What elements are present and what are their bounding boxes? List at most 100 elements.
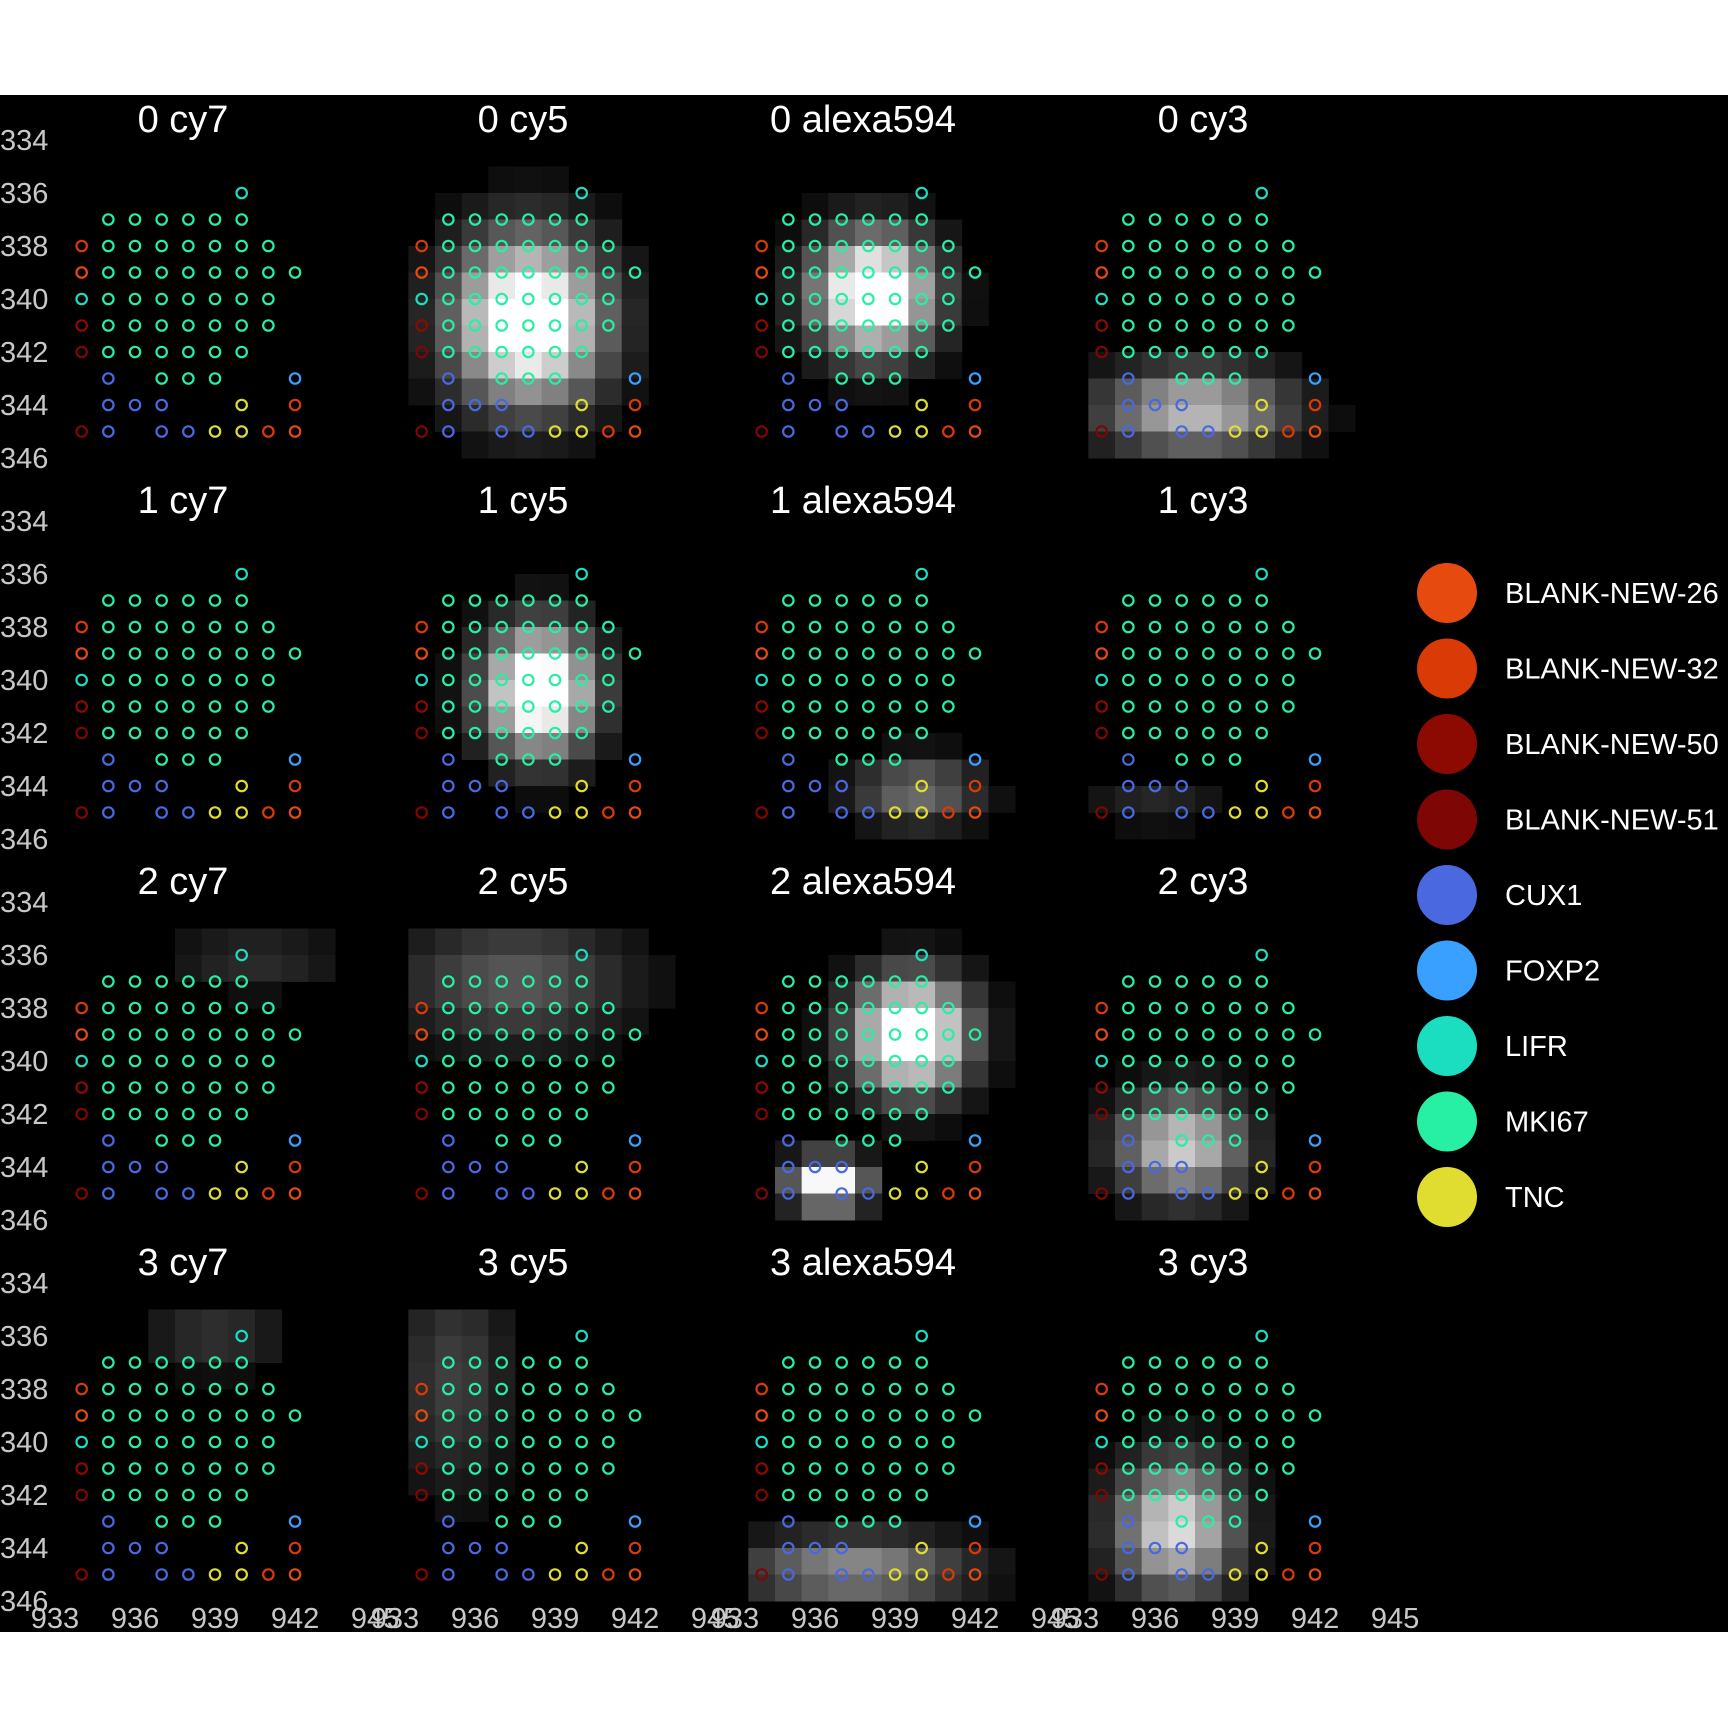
intensity-pixel <box>908 1034 936 1062</box>
spot-mki67 <box>1228 239 1242 253</box>
intensity-pixel <box>961 1548 989 1575</box>
spot-blank-new-32 <box>262 425 275 438</box>
spot-blank-new-32 <box>262 1568 275 1581</box>
spot-tnc <box>1228 425 1242 438</box>
intensity-pixel <box>515 981 543 1009</box>
spot-mki67 <box>182 1134 195 1147</box>
spot-mki67 <box>548 1028 562 1041</box>
spot-mki67 <box>915 647 928 660</box>
spot-mki67 <box>495 1107 508 1121</box>
panel-1-alexa594: 1 alexa594 <box>755 480 1016 840</box>
spot-cux1 <box>1175 1187 1188 1200</box>
spot-mki67 <box>155 1409 168 1422</box>
spot-mki67 <box>575 213 588 226</box>
spot-lifr <box>915 948 928 962</box>
intensity-pixel <box>408 981 436 1009</box>
intensity-pixel <box>748 1548 776 1575</box>
intensity-pixel <box>935 981 963 1009</box>
spot-blank-new-50 <box>1095 319 1108 332</box>
intensity-pixel <box>1088 1521 1116 1549</box>
spot-mki67 <box>835 345 848 359</box>
spot-mki67 <box>575 1462 588 1475</box>
spot-tnc <box>208 1187 222 1200</box>
intensity-pixel <box>881 1008 909 1035</box>
intensity-pixel <box>461 1008 489 1035</box>
spot-mki67 <box>128 319 142 332</box>
spot-mki67 <box>208 1409 222 1422</box>
spot-tnc <box>915 398 928 412</box>
spot-mki67 <box>1255 620 1268 634</box>
intensity-pixel <box>828 1061 856 1088</box>
intensity-pixel <box>541 928 569 956</box>
spot-mki67 <box>495 1435 508 1449</box>
intensity-pixel <box>488 600 516 628</box>
spot-mki67 <box>442 1356 455 1369</box>
intensity-pixel <box>541 272 569 300</box>
intensity-pixel <box>1195 1415 1223 1443</box>
spot-mki67 <box>1122 726 1135 740</box>
spot-mki67 <box>1122 620 1135 634</box>
x-tick-label: 945 <box>1371 1603 1419 1635</box>
intensity-pixel <box>408 1008 436 1035</box>
spot-mki67 <box>888 1409 902 1422</box>
intensity-pixel <box>961 1008 989 1035</box>
spot-mki67 <box>942 1028 955 1041</box>
spot-mki67 <box>128 1462 142 1475</box>
spot-blank-new-26 <box>1308 1187 1322 1200</box>
intensity-pixel <box>515 928 543 956</box>
intensity-pixel <box>1168 405 1196 432</box>
intensity-pixel <box>461 1034 489 1062</box>
spot-cux1 <box>808 1160 822 1174</box>
spot-mki67 <box>128 700 142 713</box>
spot-mki67 <box>862 594 875 607</box>
spot-mki67 <box>208 700 222 713</box>
spot-mki67 <box>262 1054 275 1068</box>
intensity-pixel <box>488 680 516 707</box>
spot-cux1 <box>1122 1568 1135 1581</box>
spot-mki67 <box>495 594 508 607</box>
spot-mki67 <box>602 266 615 279</box>
spot-mki67 <box>1202 1134 1215 1147</box>
spot-mki67 <box>942 266 955 279</box>
spot-tnc <box>915 779 928 793</box>
spot-mki67 <box>1282 1001 1295 1015</box>
panel-3-alexa594: 3 alexa594 <box>748 1242 1016 1602</box>
spot-mki67 <box>102 594 115 607</box>
intensity-pixel <box>1195 1193 1223 1221</box>
intensity-pixel <box>1221 378 1249 406</box>
intensity-pixel <box>515 653 543 681</box>
spot-mki67 <box>155 975 168 988</box>
spot-mki67 <box>1175 266 1188 279</box>
intensity-pixel <box>488 272 516 300</box>
intensity-pixel <box>1195 352 1223 379</box>
spot-blank-new-51 <box>415 1568 428 1581</box>
spot-mki67 <box>835 620 848 634</box>
spot-mki67 <box>1148 1462 1162 1475</box>
x-tick-label: 942 <box>1291 1603 1339 1635</box>
spot-mki67 <box>1175 975 1188 988</box>
spot-mki67 <box>1148 1028 1162 1041</box>
spot-blank-new-32 <box>1095 1382 1108 1396</box>
spot-cux1 <box>102 372 115 385</box>
spot-mki67 <box>442 1001 455 1015</box>
intensity-pixel <box>488 981 516 1009</box>
intensity-pixel <box>435 680 463 707</box>
spot-mki67 <box>602 1382 615 1396</box>
spot-cux1 <box>835 1541 848 1555</box>
spot-cux1 <box>782 372 795 385</box>
spot-mki67 <box>128 213 142 226</box>
intensity-pixel <box>1115 1495 1143 1522</box>
intensity-pixel <box>201 1336 229 1363</box>
spot-mki67 <box>235 1488 248 1502</box>
spot-mki67 <box>495 700 508 713</box>
spot-mki67 <box>835 753 848 766</box>
spot-mki67 <box>1255 1409 1268 1422</box>
intensity-pixel <box>228 1336 256 1363</box>
spot-mki67 <box>915 345 928 359</box>
intensity-pixel <box>1115 1521 1143 1549</box>
spot-foxp2 <box>1308 753 1322 766</box>
spot-mki67 <box>782 213 795 226</box>
spot-cux1 <box>862 1187 875 1200</box>
spot-mki67 <box>522 1028 535 1041</box>
intensity-pixel <box>1141 1442 1169 1469</box>
